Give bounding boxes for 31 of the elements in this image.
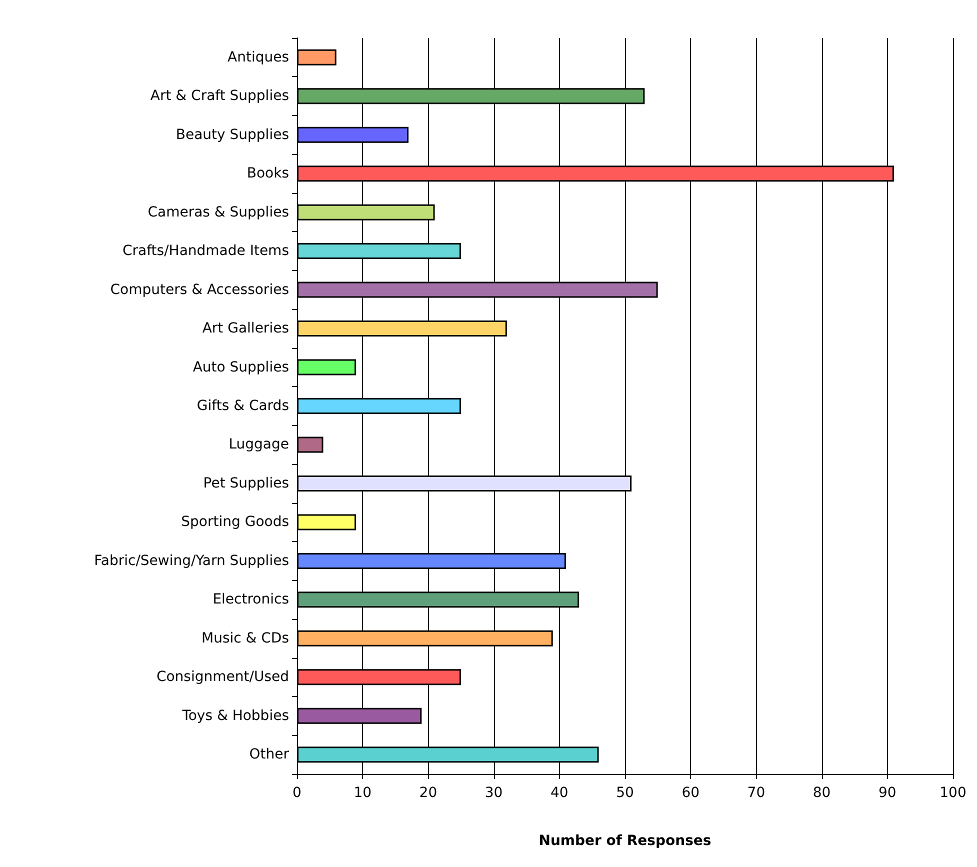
- x-tick-label: 20: [419, 785, 438, 801]
- x-axis-title: Number of Responses: [538, 833, 712, 849]
- y-tick-label: Sporting Goods: [181, 514, 289, 530]
- x-tick-label: 70: [747, 785, 766, 801]
- y-tick-label: Cameras & Supplies: [148, 204, 289, 220]
- y-tick-label: Fabric/Sewing/Yarn Supplies: [94, 552, 289, 569]
- y-tick-label: Art Galleries: [202, 320, 289, 337]
- y-tick-label: Pet Supplies: [203, 475, 289, 492]
- y-tick-label: Computers & Accessories: [110, 282, 289, 298]
- x-tick-label: 40: [550, 785, 568, 801]
- y-tick-label: Luggage: [228, 436, 289, 453]
- x-tick-label: 50: [616, 785, 634, 801]
- y-tick-label: Toys & Hobbies: [181, 708, 289, 724]
- y-tick-label: Other: [249, 746, 290, 763]
- x-tick-label: 60: [682, 785, 700, 801]
- y-tick-label: Gifts & Cards: [196, 398, 289, 414]
- x-tick-label: 80: [812, 785, 831, 801]
- x-tick-label: 100: [940, 785, 966, 801]
- x-tick-label: 0: [292, 785, 302, 801]
- x-tick-label: 10: [354, 785, 372, 801]
- y-tick-label: Art & Craft Supplies: [150, 88, 289, 104]
- y-tick-label: Auto Supplies: [192, 359, 289, 376]
- x-tick-label: 30: [484, 785, 503, 801]
- y-tick-label: Consignment/Used: [156, 669, 289, 686]
- y-tick-label: Antiques: [228, 49, 289, 66]
- y-tick-label: Music & CDs: [202, 630, 289, 646]
- y-tick-label: Books: [246, 166, 289, 182]
- y-tick-label: Electronics: [212, 592, 289, 608]
- x-tick-label: 90: [878, 785, 896, 801]
- y-tick-label: Beauty Supplies: [176, 126, 289, 143]
- y-tick-label: Crafts/Handmade Items: [122, 243, 289, 260]
